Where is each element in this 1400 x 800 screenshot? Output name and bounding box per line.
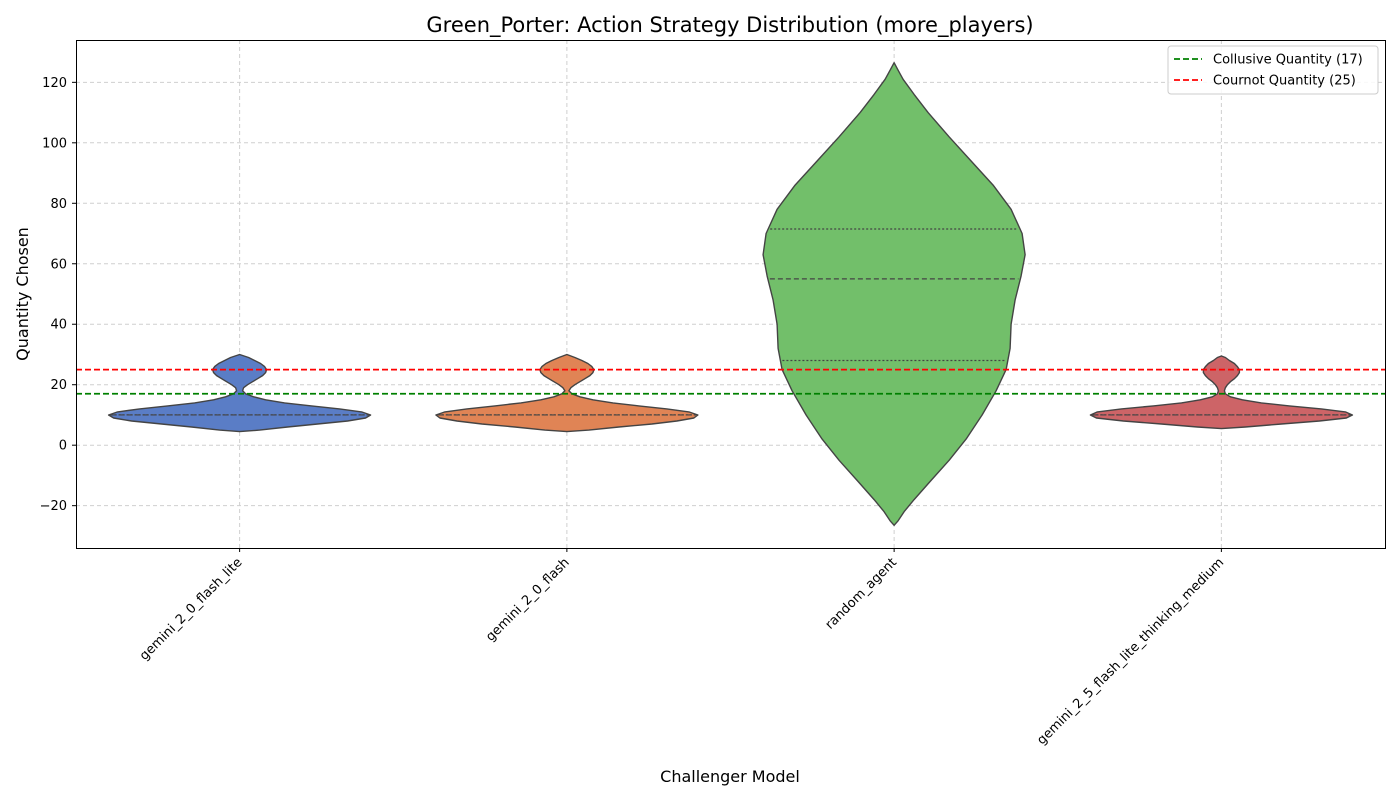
y-tick-label: −20 [40, 499, 67, 514]
y-tick-label: 40 [50, 318, 67, 333]
y-tick-label: 100 [42, 136, 67, 151]
y-tick-label: 20 [50, 378, 67, 393]
y-tick-label: 80 [50, 197, 67, 212]
violin-body [1089, 355, 1354, 430]
y-tick-label: 0 [59, 439, 67, 454]
legend: Collusive Quantity (17) Cournot Quantity … [1167, 45, 1379, 95]
y-tick-label: 120 [42, 76, 67, 91]
y-axis-label: Quantity Chosen [13, 227, 32, 361]
chart-title: Green_Porter: Action Strategy Distributi… [426, 13, 1033, 38]
y-tick-label: 60 [50, 257, 67, 272]
plot-frame [76, 40, 1386, 549]
legend-label: Collusive Quantity (17) [1213, 53, 1363, 68]
violin-body [762, 62, 1026, 526]
x-axis-label: Challenger Model [660, 767, 800, 786]
legend-box [1167, 45, 1379, 95]
reference-lines [76, 368, 1385, 395]
legend-label: Cournot Quantity (25) [1213, 74, 1356, 89]
y-axis-ticks: −20 0 20 40 60 80 100 120 [40, 76, 76, 514]
